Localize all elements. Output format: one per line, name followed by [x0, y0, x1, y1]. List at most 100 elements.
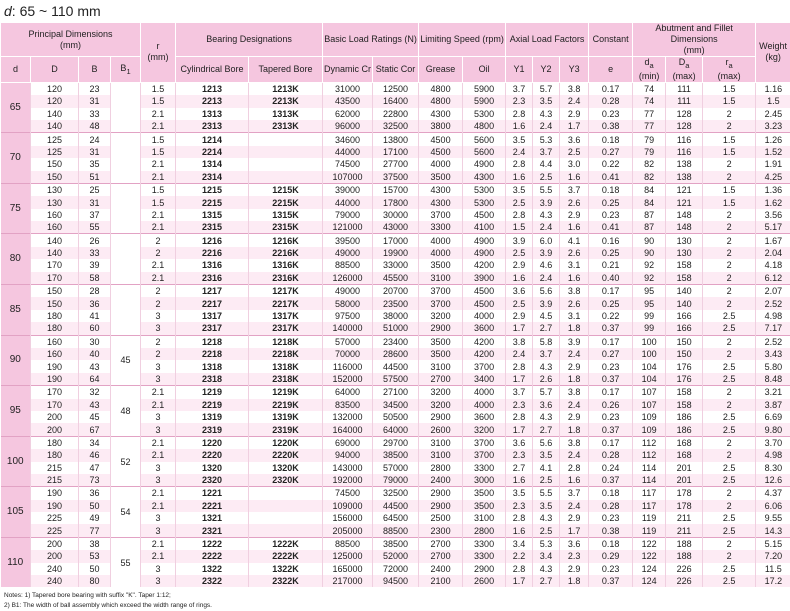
- table-cell: 1.6: [560, 171, 589, 184]
- table-cell: 0.23: [589, 108, 633, 120]
- table-cell: 140: [666, 285, 703, 298]
- table-cell: 6.12: [756, 272, 790, 285]
- table-cell: 0.18: [589, 487, 633, 500]
- table-cell: 4.3: [533, 411, 560, 423]
- table-cell: 2319: [176, 423, 249, 436]
- table-cell: 2.4: [560, 399, 589, 411]
- table-cell: 2222: [176, 550, 249, 562]
- table-cell: 2.4: [533, 221, 560, 234]
- table-cell: [249, 158, 323, 170]
- table-cell: 2.1: [141, 158, 176, 170]
- table-cell: 2.5: [533, 524, 560, 537]
- table-cell: 3.56: [756, 209, 790, 221]
- table-cell: 4.37: [756, 487, 790, 500]
- table-cell: 79: [633, 133, 666, 146]
- table-cell: 92: [633, 272, 666, 285]
- table-cell: 3600: [463, 411, 506, 423]
- table-cell: 12500: [373, 82, 419, 95]
- table-cell: 64: [79, 373, 111, 386]
- table-cell: 90: [633, 247, 666, 259]
- table-cell: 44000: [323, 146, 373, 158]
- table-cell: 1.7: [506, 575, 533, 587]
- table-cell: 3: [141, 411, 176, 423]
- table-cell: 2.8: [506, 411, 533, 423]
- table-cell: 3500: [463, 500, 506, 512]
- table-cell: 1.52: [756, 146, 790, 158]
- table-cell: 97500: [323, 310, 373, 322]
- table-cell: 4100: [463, 221, 506, 234]
- table-cell: 2320: [176, 474, 249, 487]
- table-cell: 1.91: [756, 158, 790, 170]
- header-cell: Principal Dimensions(mm): [1, 23, 141, 57]
- table-cell: 95: [633, 297, 666, 309]
- table-cell: 14.3: [756, 524, 790, 537]
- table-cell: 3.7: [560, 487, 589, 500]
- table-cell: 2.3: [506, 500, 533, 512]
- header-cell: B1: [111, 57, 141, 83]
- table-cell: 3200: [419, 310, 463, 322]
- table-cell: 25: [79, 183, 111, 196]
- table-cell: 2: [141, 247, 176, 259]
- header-cell: Cylindrical Bore: [176, 57, 249, 83]
- table-cell: 74500: [323, 158, 373, 170]
- table-cell: 3.8: [560, 436, 589, 449]
- table-cell: 11.5: [756, 563, 790, 575]
- table-cell: 0.17: [589, 82, 633, 95]
- table-cell: [249, 512, 323, 524]
- table-cell: 5.80: [756, 360, 790, 372]
- table-cell: 2: [703, 171, 756, 184]
- table-cell: 190: [31, 360, 79, 372]
- table-cell: 2: [703, 259, 756, 271]
- table-cell: 5300: [463, 196, 506, 208]
- table-cell: 2.8: [506, 108, 533, 120]
- table-cell: 3.5: [533, 500, 560, 512]
- table-cell: 49000: [323, 247, 373, 259]
- table-cell: 3.6: [506, 285, 533, 298]
- table-cell: 112: [633, 449, 666, 461]
- table-cell: 4200: [463, 335, 506, 348]
- table-cell: 156000: [323, 512, 373, 524]
- header-text: Tapered Bore: [259, 64, 313, 74]
- table-cell: 4300: [463, 171, 506, 184]
- table-cell: 15700: [373, 183, 419, 196]
- table-cell: 1.5: [141, 82, 176, 95]
- table-cell: 2318: [176, 373, 249, 386]
- table-cell: 1.7: [506, 423, 533, 436]
- table-cell: 94500: [373, 575, 419, 587]
- table-cell: 117: [633, 487, 666, 500]
- header-text: d: [13, 64, 18, 74]
- table-cell: 79: [633, 146, 666, 158]
- table-cell: 3: [141, 575, 176, 587]
- table-cell: 2.07: [756, 285, 790, 298]
- table-cell: 1.5: [703, 95, 756, 107]
- table-cell: 0.23: [589, 360, 633, 372]
- table-cell: 2: [703, 272, 756, 285]
- table-cell: 2900: [463, 563, 506, 575]
- table-cell: 77: [633, 120, 666, 133]
- table-cell: 3.7: [560, 183, 589, 196]
- table-cell: 0.23: [589, 512, 633, 524]
- table-cell: 2213K: [249, 95, 323, 107]
- table-cell: 4000: [419, 158, 463, 170]
- table-cell: 125: [31, 133, 79, 146]
- table-cell: 0.17: [589, 335, 633, 348]
- table-cell: 51: [79, 171, 111, 184]
- table-cell: 2.6: [533, 373, 560, 386]
- table-cell: 49: [79, 512, 111, 524]
- table-cell: 57000: [323, 335, 373, 348]
- table-cell: 200: [31, 423, 79, 436]
- table-cell: [111, 234, 141, 285]
- table-cell: [111, 183, 141, 234]
- table-cell: 188: [666, 537, 703, 550]
- table-cell: 80: [79, 575, 111, 587]
- table-cell: 60: [79, 322, 111, 335]
- table-cell: 5.6: [533, 436, 560, 449]
- table-cell: 2.9: [560, 209, 589, 221]
- table-cell: 2317: [176, 322, 249, 335]
- table-cell: 240: [31, 575, 79, 587]
- table-cell: 3500: [419, 348, 463, 360]
- table-cell: 2400: [419, 563, 463, 575]
